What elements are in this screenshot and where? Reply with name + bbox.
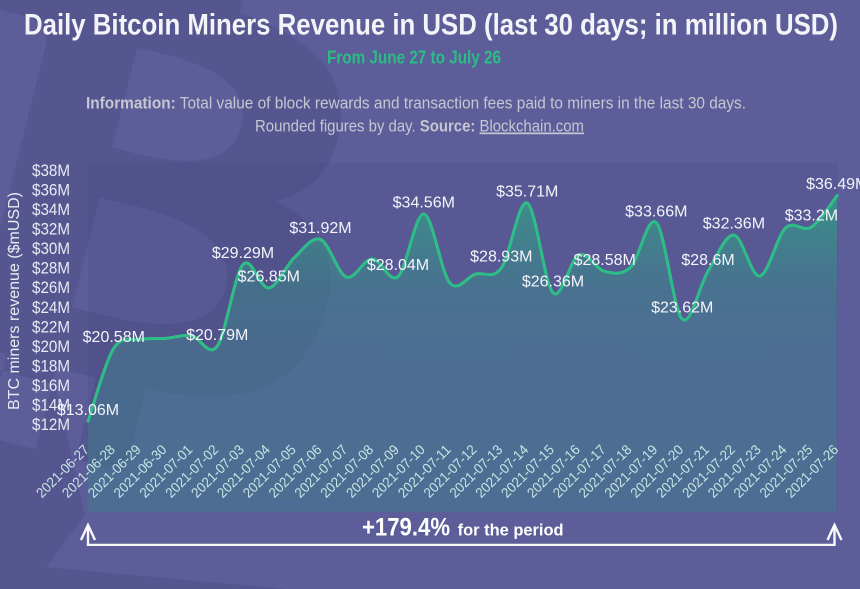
svg-text:$13.06M: $13.06M bbox=[57, 402, 119, 419]
svg-text:$26M: $26M bbox=[32, 279, 70, 297]
svg-text:$16M: $16M bbox=[32, 377, 70, 395]
svg-text:$36.49M: $36.49M bbox=[806, 176, 860, 193]
svg-text:$20.58M: $20.58M bbox=[83, 329, 145, 346]
svg-text:$29.29M: $29.29M bbox=[212, 245, 274, 262]
svg-text:Rounded figures by day. Source: Rounded figures by day. Source: Blockcha… bbox=[255, 117, 584, 136]
svg-text:$35.71M: $35.71M bbox=[496, 184, 558, 201]
svg-text:$28.93M: $28.93M bbox=[470, 249, 532, 266]
svg-text:$14M: $14M bbox=[32, 397, 70, 415]
svg-text:$26.36M: $26.36M bbox=[522, 273, 584, 290]
svg-text:$22M: $22M bbox=[32, 318, 70, 336]
svg-text:$28.04M: $28.04M bbox=[367, 257, 429, 274]
svg-text:$36M: $36M bbox=[32, 182, 70, 200]
svg-text:Information: Total value of bl: Information: Total value of block reward… bbox=[86, 94, 746, 113]
svg-text:$24M: $24M bbox=[32, 299, 70, 317]
svg-text:$20M: $20M bbox=[32, 338, 70, 356]
svg-text:$26.85M: $26.85M bbox=[238, 269, 300, 286]
svg-text:$12M: $12M bbox=[32, 416, 70, 434]
svg-text:BTC miners revenue ($mUSD): BTC miners revenue ($mUSD) bbox=[6, 192, 23, 410]
svg-text:$33.2M: $33.2M bbox=[785, 208, 838, 225]
svg-text:$28M: $28M bbox=[32, 260, 70, 278]
svg-text:From June 27 to July 26: From June 27 to July 26 bbox=[327, 46, 501, 67]
svg-text:$20.79M: $20.79M bbox=[186, 327, 248, 344]
svg-text:$28.6M: $28.6M bbox=[681, 252, 734, 269]
svg-text:$28.58M: $28.58M bbox=[574, 252, 636, 269]
svg-text:+179.4%: +179.4% bbox=[362, 514, 450, 542]
svg-text:for the period: for the period bbox=[458, 521, 564, 540]
svg-text:$33.66M: $33.66M bbox=[625, 203, 687, 220]
svg-text:$34.56M: $34.56M bbox=[393, 195, 455, 212]
svg-text:Daily Bitcoin Miners Revenue i: Daily Bitcoin Miners Revenue in USD (las… bbox=[24, 9, 838, 42]
svg-text:$32M: $32M bbox=[32, 221, 70, 239]
svg-text:$18M: $18M bbox=[32, 357, 70, 375]
svg-text:$32.36M: $32.36M bbox=[703, 216, 765, 233]
svg-text:$38M: $38M bbox=[32, 162, 70, 180]
svg-text:$23.62M: $23.62M bbox=[651, 300, 713, 317]
svg-text:$34M: $34M bbox=[32, 201, 70, 219]
svg-text:$30M: $30M bbox=[32, 240, 70, 258]
svg-text:$31.92M: $31.92M bbox=[289, 220, 351, 237]
